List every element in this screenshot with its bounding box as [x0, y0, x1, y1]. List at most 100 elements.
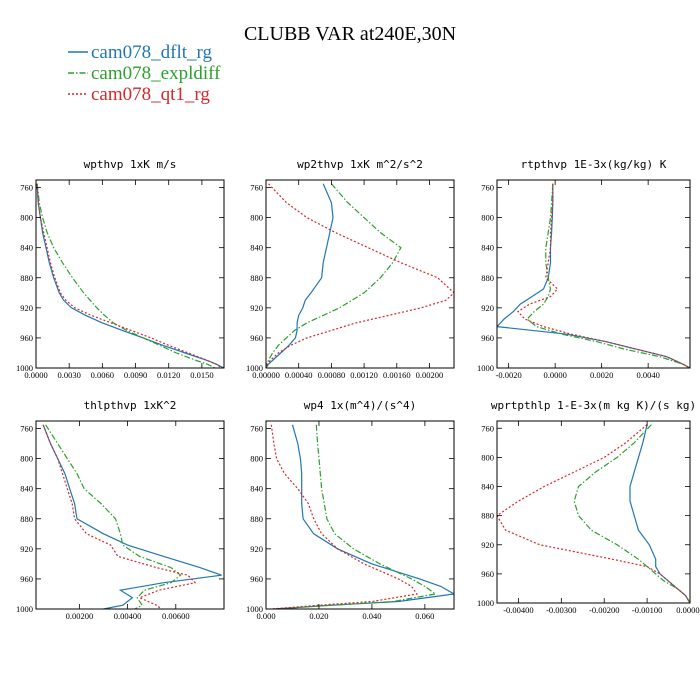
ytick-label-1-3: 880 [250, 273, 263, 283]
panel-frame-4 [265, 420, 455, 610]
panel-title-2: rtpthvp 1E-3x(kg/kg) K [521, 158, 667, 171]
ytick-label-3-6: 1000 [16, 604, 33, 614]
series-line-3-2 [42, 424, 197, 609]
xtick-label-2-1: 0.0000 [543, 370, 566, 380]
xtick-label-4-3: 0.060 [415, 611, 434, 621]
series-line-0-0 [36, 183, 224, 368]
ytick-label-5-1: 800 [481, 452, 494, 462]
xtick-label-0-4: 0.0120 [157, 370, 180, 380]
ytick-label-4-0: 760 [250, 424, 263, 434]
panel-frame-2 [496, 179, 691, 369]
ytick-label-0-0: 760 [20, 183, 33, 193]
ytick-label-5-0: 760 [481, 423, 494, 433]
xtick-label-5-0: -0.00400 [503, 605, 533, 615]
ytick-label-0-2: 840 [20, 243, 33, 253]
xtick-label-2-3: 0.0040 [636, 370, 659, 380]
panel-3: thlpthvp 1xK^2 760 800 840 880 920 960 1000 0.00… [16, 399, 225, 621]
ytick-label-4-4: 920 [250, 544, 263, 554]
legend-label-2: cam078_qt1_rg [91, 84, 210, 105]
ytick-label-5-4: 920 [481, 540, 494, 550]
xtick-label-0-5: 0.0150 [190, 370, 213, 380]
ytick-label-1-6: 1000 [246, 363, 263, 373]
ytick-label-5-5: 960 [481, 569, 494, 579]
panel-0: wpthvp 1xK m/s76080084088092096010000.00… [16, 158, 225, 380]
ytick-label-2-2: 840 [481, 243, 494, 253]
xtick-label-3-0: 0.00200 [66, 611, 94, 621]
xtick-label-4-2: 0.040 [362, 611, 381, 621]
panel-title-0: wpthvp 1xK m/s [84, 158, 177, 171]
xtick-label-0-2: 0.0060 [91, 370, 114, 380]
legend-label-1: cam078_expldiff [91, 63, 221, 84]
ytick-label-3-4: 920 [20, 544, 33, 554]
series-line-3-1 [45, 424, 182, 609]
ytick-label-1-4: 920 [250, 303, 263, 313]
ytick-label-4-1: 800 [250, 454, 263, 464]
xtick-label-4-1: 0.020 [309, 611, 328, 621]
xtick-label-1-3: 0.00120 [350, 370, 378, 380]
xtick-label-1-2: 0.00080 [318, 370, 346, 380]
panel-1: wp2thvp 1xK m^2/s^2 760 800 840 880 920 960 100… [246, 158, 455, 380]
series-line-0-1 [36, 183, 216, 368]
ytick-label-1-1: 800 [250, 213, 263, 223]
legend: cam078_dflt_rgcam078_expldiffcam078_qt1_… [68, 42, 221, 105]
series-line-4-0 [273, 424, 454, 609]
panel-title-5: wprtpthlp 1-E-3x(m kg K)/(s kg) [491, 399, 696, 412]
ytick-label-4-2: 840 [250, 484, 263, 494]
ytick-label-1-2: 840 [250, 243, 263, 253]
ytick-label-4-5: 960 [250, 574, 263, 584]
panel-title-3: thlpthvp 1xK^2 [84, 399, 177, 412]
legend-label-0: cam078_dflt_rg [91, 42, 213, 63]
xtick-label-1-4: 0.00160 [383, 370, 411, 380]
ytick-label-3-0: 760 [20, 424, 33, 434]
xtick-label-4-0: 0.000 [256, 611, 275, 621]
panel-frame-3 [35, 420, 225, 610]
xtick-label-5-4: 0.00000 [676, 605, 700, 615]
ytick-label-0-3: 880 [20, 273, 33, 283]
ytick-label-4-6: 1000 [246, 604, 263, 614]
ytick-label-4-3: 880 [250, 514, 263, 524]
xtick-label-3-1: 0.00400 [114, 611, 142, 621]
ytick-label-0-4: 920 [20, 303, 33, 313]
ytick-label-2-3: 880 [481, 273, 494, 283]
ytick-label-0-6: 1000 [16, 363, 33, 373]
panel-title-1: wp2thvp 1xK m^2/s^2 [297, 158, 423, 171]
xtick-label-1-0: 0.00000 [252, 370, 280, 380]
ytick-label-1-0: 760 [250, 183, 263, 193]
xtick-label-1-1: 0.00040 [285, 370, 313, 380]
panel-title-4: wp4 1x(m^4)/(s^4) [304, 399, 417, 412]
ytick-label-5-2: 840 [481, 482, 494, 492]
panel-5: wprtpthlp 1-E-3x(m kg K)/(s kg) 760 800 840… [477, 399, 700, 615]
panel-4: wp4 1x(m^4)/(s^4)76080084088092096010000… [246, 399, 455, 621]
xtick-label-2-0: -0.0020 [496, 370, 522, 380]
ytick-label-3-1: 800 [20, 454, 33, 464]
ytick-label-0-1: 800 [20, 213, 33, 223]
figure-title: CLUBB VAR at240E,30N [244, 23, 456, 45]
xtick-label-0-0: 0.0000 [24, 370, 47, 380]
ytick-label-2-6: 1000 [477, 363, 494, 373]
ytick-label-5-6: 1000 [477, 598, 494, 608]
xtick-label-0-3: 0.0090 [124, 370, 147, 380]
panel-frame-1 [265, 179, 455, 369]
ytick-label-2-5: 960 [481, 333, 494, 343]
xtick-label-2-2: 0.0020 [590, 370, 613, 380]
series-line-5-1 [573, 424, 690, 603]
series-line-1-1 [266, 183, 402, 368]
xtick-label-5-3: -0.00100 [632, 605, 662, 615]
ytick-label-2-4: 920 [481, 303, 494, 313]
series-line-3-0 [42, 424, 222, 609]
xtick-label-5-1: -0.00300 [546, 605, 576, 615]
ytick-label-3-5: 960 [20, 574, 33, 584]
series-line-2-2 [516, 183, 690, 368]
series-line-1-0 [266, 183, 334, 368]
ytick-label-5-3: 880 [481, 511, 494, 521]
xtick-label-1-5: 0.00200 [416, 370, 444, 380]
series-line-5-0 [629, 424, 690, 603]
ytick-label-0-5: 960 [20, 333, 33, 343]
xtick-label-3-2: 0.00600 [162, 611, 190, 621]
xtick-label-5-2: -0.00200 [589, 605, 619, 615]
xtick-label-0-1: 0.0030 [57, 370, 80, 380]
ytick-label-2-1: 800 [481, 213, 494, 223]
series-line-2-1 [526, 183, 690, 368]
panel-2: rtpthvp 1E-3x(kg/kg) K 760 800 840 880 920 960… [477, 158, 691, 380]
